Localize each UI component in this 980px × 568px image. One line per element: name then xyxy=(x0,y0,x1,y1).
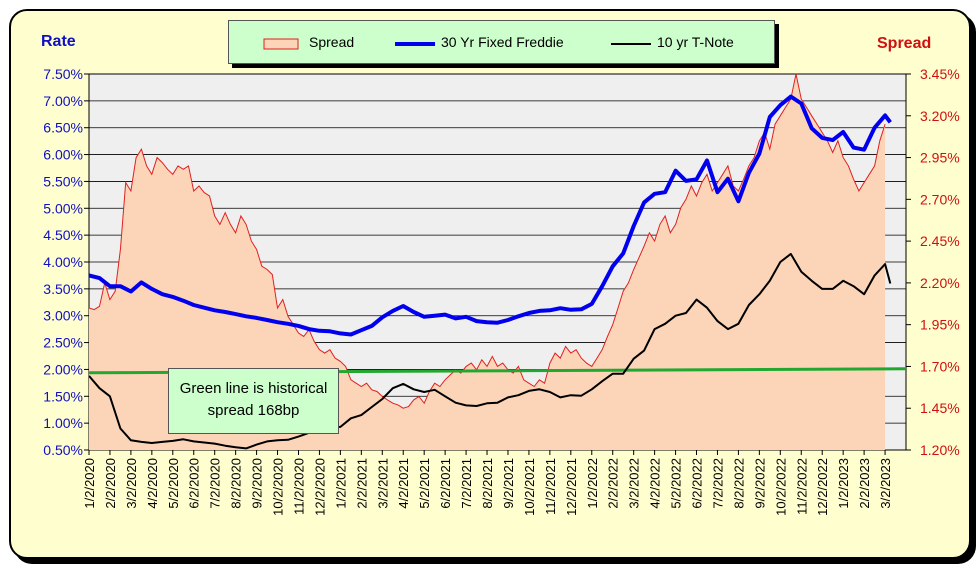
series-area-spread xyxy=(89,74,886,450)
x-tick-label: 3/2/2020 xyxy=(124,458,139,509)
spread-area xyxy=(88,73,886,450)
left-tick-label: 5.00% xyxy=(43,200,83,216)
x-tick-label: 1/2/2021 xyxy=(333,458,348,509)
left-tick-label: 6.00% xyxy=(43,147,83,163)
x-tick-label: 6/2/2022 xyxy=(690,458,705,509)
right-tick-label: 2.45% xyxy=(920,233,960,249)
series-line-10-yr-t-note xyxy=(88,252,892,450)
right-axis-ticks: 3.45% 3.20% 2.95% 2.70% 2.45% 2.20% 1.95% 1.70%… xyxy=(906,66,960,458)
right-tick-label: 2.95% xyxy=(920,150,960,166)
x-axis-ticks: 1/2/2020 2/2/2020 3/2/2020 4/2/2020 5/2/2020… xyxy=(82,450,893,516)
x-tick-label: 6/2/2020 xyxy=(187,458,202,509)
x-tick-label: 6/2/2021 xyxy=(438,458,453,509)
x-tick-label: 12/2/2020 xyxy=(312,458,327,516)
legend-item-spread: Spread xyxy=(263,34,383,52)
right-tick-label: 1.45% xyxy=(920,400,960,416)
x-tick-label: 7/2/2021 xyxy=(459,458,474,509)
left-tick-label: 2.50% xyxy=(43,335,83,351)
x-tick-label: 7/2/2020 xyxy=(208,458,223,509)
x-tick-label: 2/2/2020 xyxy=(103,458,118,509)
left-tick-label: 5.50% xyxy=(43,173,83,189)
right-axis-title: Spread xyxy=(877,35,932,52)
left-tick-label: 2.00% xyxy=(43,361,83,377)
note-line-1: Green line is historical xyxy=(179,380,328,397)
legend-label-10yr: 10 yr T-Note xyxy=(657,34,734,50)
right-tick-label: 3.45% xyxy=(920,66,960,82)
left-tick-label: 7.50% xyxy=(43,66,83,82)
x-tick-label: 2/2/2021 xyxy=(354,458,369,509)
x-tick-label: 3/2/2022 xyxy=(627,458,642,509)
left-tick-label: 3.00% xyxy=(43,308,83,324)
left-tick-label: 6.50% xyxy=(43,120,83,136)
left-tick-label: 1.50% xyxy=(43,388,83,404)
x-tick-label: 2/2/2022 xyxy=(606,458,621,509)
x-tick-label: 9/2/2021 xyxy=(501,458,516,509)
left-tick-label: 7.00% xyxy=(43,93,83,109)
x-tick-label: 9/2/2020 xyxy=(250,458,265,509)
left-tick-label: 4.00% xyxy=(43,254,83,270)
left-tick-label: 1.00% xyxy=(43,415,83,431)
right-tick-label: 1.95% xyxy=(920,317,960,333)
right-tick-label: 1.20% xyxy=(920,442,960,458)
x-tick-label: 11/2/2020 xyxy=(291,458,306,515)
series-line-30-yr-fixed-freddie xyxy=(88,94,892,337)
x-tick-label: 10/2/2022 xyxy=(773,458,788,516)
x-tick-label: 1/2/2023 xyxy=(836,458,851,509)
x-tick-label: 5/2/2020 xyxy=(166,458,181,509)
left-axis-ticks: 7.50% 7.00% 6.50% 6.00% 5.50% 5.00% 4.50% 4.00%… xyxy=(43,66,89,458)
x-tick-label: 8/2/2020 xyxy=(229,458,244,509)
right-tick-label: 1.70% xyxy=(920,358,960,374)
legend-label-30yr: 30 Yr Fixed Freddie xyxy=(441,34,564,50)
series-lines xyxy=(88,94,892,450)
legend-item-30yr: 30 Yr Fixed Freddie xyxy=(395,34,585,52)
x-tick-label: 4/2/2020 xyxy=(145,458,160,509)
x-tick-label: 1/2/2022 xyxy=(585,458,600,509)
series-line-spread xyxy=(88,73,886,409)
x-tick-label: 4/2/2022 xyxy=(648,458,663,509)
x-tick-label: 12/2/2021 xyxy=(564,458,579,516)
right-tick-label: 2.70% xyxy=(920,191,960,207)
x-tick-label: 9/2/2022 xyxy=(752,458,767,509)
legend-swatch-10yr xyxy=(611,43,651,45)
x-tick-label: 10/2/2020 xyxy=(271,458,286,516)
x-tick-label: 3/2/2023 xyxy=(878,458,893,509)
left-tick-label: 4.50% xyxy=(43,227,83,243)
left-tick-label: 0.50% xyxy=(43,442,83,458)
x-tick-label: 10/2/2021 xyxy=(522,458,537,516)
note-line-2: spread 168bp xyxy=(207,402,300,419)
x-tick-label: 1/2/2020 xyxy=(82,458,97,509)
x-tick-label: 11/2/2022 xyxy=(794,458,809,515)
x-tick-label: 7/2/2022 xyxy=(710,458,725,509)
x-tick-label: 11/2/2021 xyxy=(543,458,558,515)
left-axis-title: Rate xyxy=(41,33,76,50)
x-tick-label: 5/2/2022 xyxy=(669,458,684,509)
x-tick-label: 5/2/2021 xyxy=(417,458,432,509)
legend-swatch-spread xyxy=(263,38,299,50)
legend-label-spread: Spread xyxy=(309,34,355,50)
x-tick-label: 4/2/2021 xyxy=(396,458,411,509)
left-tick-label: 3.50% xyxy=(43,281,83,297)
legend-item-10yr: 10 yr T-Note xyxy=(611,34,761,52)
x-tick-label: 12/2/2022 xyxy=(815,458,830,516)
x-tick-label: 8/2/2022 xyxy=(731,458,746,509)
right-tick-label: 2.20% xyxy=(920,275,960,291)
right-tick-label: 3.20% xyxy=(920,108,960,124)
x-tick-label: 3/2/2021 xyxy=(375,458,390,509)
annotation-note: Green line is historical spread 168bp xyxy=(168,368,339,434)
x-tick-label: 2/2/2023 xyxy=(857,458,872,509)
legend-swatch-30yr xyxy=(395,42,435,46)
x-tick-label: 8/2/2021 xyxy=(480,458,495,509)
legend: Spread 30 Yr Fixed Freddie 10 yr T-Note xyxy=(228,20,775,64)
